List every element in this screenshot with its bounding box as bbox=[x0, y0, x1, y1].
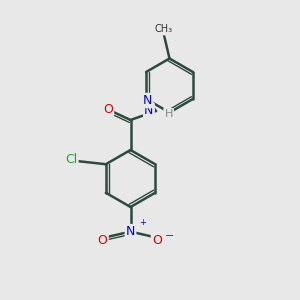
Text: O: O bbox=[98, 234, 107, 247]
Text: O: O bbox=[103, 103, 113, 116]
Text: N: N bbox=[126, 225, 135, 238]
Text: N: N bbox=[143, 94, 152, 107]
Text: H: H bbox=[164, 109, 173, 119]
Text: N: N bbox=[144, 104, 154, 117]
Text: +: + bbox=[139, 218, 146, 227]
Text: CH₃: CH₃ bbox=[154, 24, 172, 34]
Text: O: O bbox=[152, 234, 162, 247]
Text: Cl: Cl bbox=[65, 153, 77, 166]
Text: −: − bbox=[165, 231, 175, 242]
